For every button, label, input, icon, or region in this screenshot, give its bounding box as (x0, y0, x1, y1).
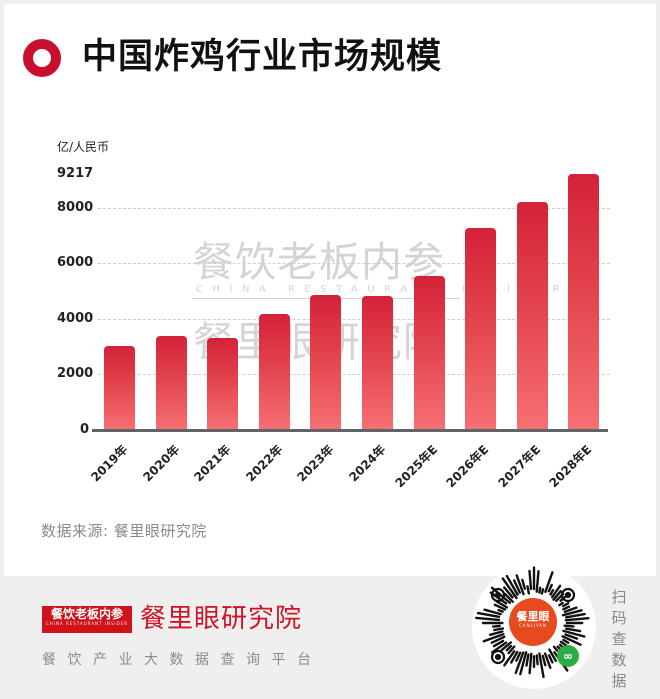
y-tick-label: 4000 (57, 310, 94, 326)
bar-2028年E (568, 173, 600, 430)
logo-text: 餐饮老板内参 (50, 607, 123, 621)
bar-2020年 (155, 336, 187, 430)
qr-center-logo: 餐里眼 CANLIYAN (509, 598, 557, 646)
scan-hint: 扫码查数据 (611, 588, 627, 690)
y-axis-unit: 亿/人民币 (57, 140, 110, 154)
miniprogram-icon: ∞ (557, 645, 579, 667)
footer: 餐饮老板内参 CHINA RESTAURANT INSIDER 餐里眼研究院 餐… (0, 565, 660, 699)
y-tick-label: 9217 (57, 165, 94, 181)
brand-name: 餐里眼研究院 (140, 604, 303, 634)
qr-center-title: 餐里眼 (516, 610, 550, 623)
brand-logo: 餐饮老板内参 CHINA RESTAURANT INSIDER (42, 606, 132, 633)
qr-code[interactable]: 餐里眼 CANLIYAN ∞ (472, 565, 596, 689)
y-tick-label: 6000 (57, 255, 94, 271)
gridline (98, 374, 610, 376)
gridline (98, 207, 610, 209)
bar-2026年E (465, 228, 497, 430)
gridline (98, 318, 610, 320)
tagline: 餐饮产业大数据查询平台 (42, 652, 323, 668)
data-source: 数据来源: 餐里眼研究院 (41, 522, 207, 540)
x-axis-line (92, 429, 608, 432)
bar-2021年 (207, 337, 239, 430)
logo-subtext: CHINA RESTAURANT INSIDER (46, 621, 128, 626)
page-title: 中国炸鸡行业市场规模 (82, 37, 443, 77)
watermark-line2: CHINA RESTAURANT INSIDER (196, 284, 569, 295)
bar-2022年 (258, 313, 290, 430)
bar-2023年 (310, 295, 342, 430)
gridline (98, 263, 610, 265)
bar-2027年E (516, 202, 548, 430)
bar-2019年 (104, 346, 135, 430)
watermark-line1: 餐饮老板内参 (193, 238, 445, 286)
bar-2025年E (413, 275, 445, 430)
qr-center-subtitle: CANLIYAN (519, 623, 547, 628)
bar-2024年 (362, 296, 393, 430)
y-tick-label: 8000 (57, 199, 94, 215)
y-tick-label: 2000 (57, 366, 94, 382)
y-tick-label: 0 (80, 422, 90, 437)
red-ring-icon (23, 39, 61, 77)
